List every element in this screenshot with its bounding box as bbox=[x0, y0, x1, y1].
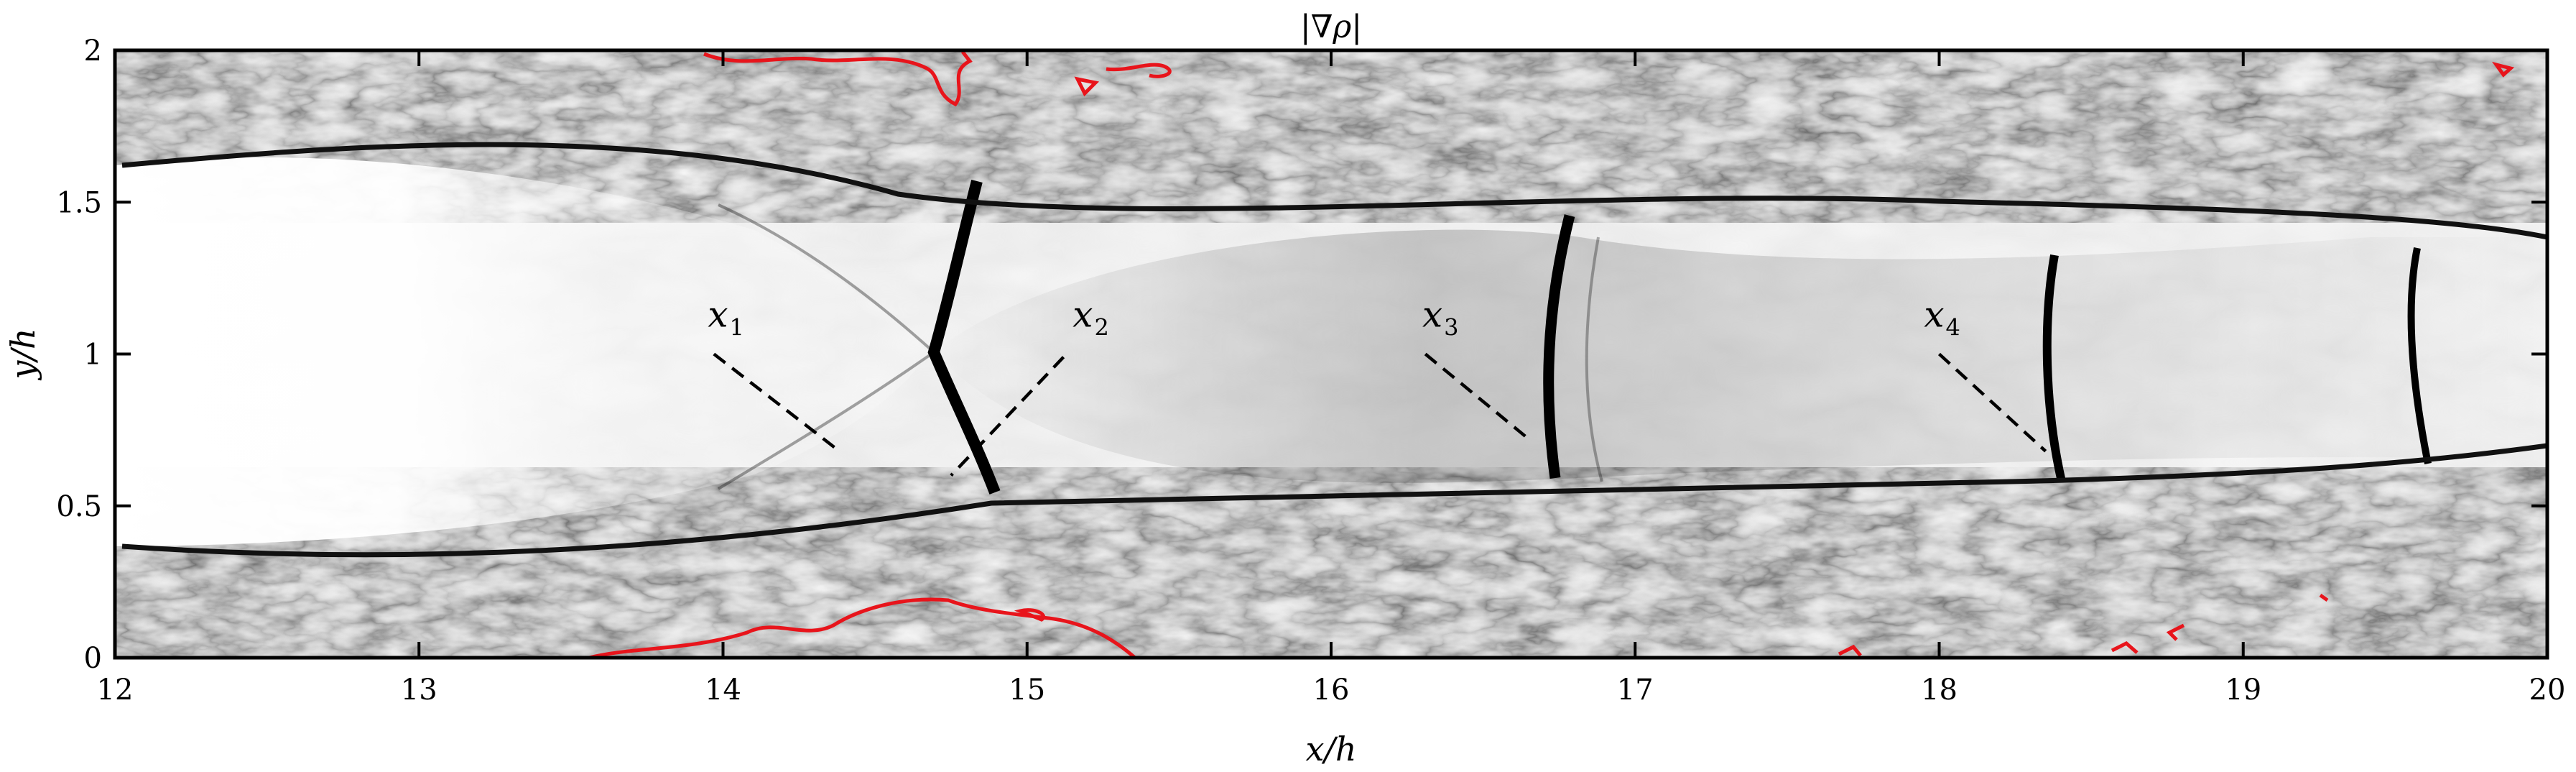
annotations: x1 x2 x3 x4 bbox=[708, 293, 2047, 477]
annotation-label-4: x4 bbox=[1924, 293, 1960, 341]
y-tick-label: 0 bbox=[84, 642, 102, 675]
x-axis: 12 13 14 15 16 17 18 19 20 bbox=[97, 50, 2566, 707]
x-tick-label: 13 bbox=[401, 674, 437, 707]
chart-title: |∇ρ| bbox=[1300, 9, 1362, 45]
y-tick-label: 0.5 bbox=[56, 490, 102, 523]
annotation-line-1 bbox=[713, 352, 837, 450]
x-tick-label: 20 bbox=[2529, 674, 2566, 707]
y-tick-label: 2 bbox=[84, 35, 102, 68]
annotation-label-3: x3 bbox=[1422, 293, 1459, 341]
jet-boundaries bbox=[121, 142, 2547, 558]
annotation-label-2: x2 bbox=[1072, 293, 1109, 341]
x-tick-label: 12 bbox=[97, 674, 134, 707]
red-contours bbox=[588, 50, 2515, 658]
x-tick-label: 17 bbox=[1617, 674, 1654, 707]
y-tick-label: 1.5 bbox=[56, 186, 102, 219]
x-tick-label: 18 bbox=[1921, 674, 1958, 707]
y-axis-label: y/h bbox=[4, 328, 42, 380]
x-tick-label: 15 bbox=[1009, 674, 1045, 707]
annotation-line-2 bbox=[950, 356, 1065, 477]
y-tick-label: 1 bbox=[84, 339, 102, 372]
x-tick-label: 19 bbox=[2225, 674, 2261, 707]
x-tick-label: 14 bbox=[705, 674, 741, 707]
annotation-label-1: x1 bbox=[708, 293, 744, 341]
annotation-line-4 bbox=[1937, 352, 2047, 453]
x-axis-label: x/h bbox=[1305, 730, 1356, 768]
plot-area bbox=[115, 50, 2547, 658]
x-tick-label: 16 bbox=[1313, 674, 1350, 707]
potential-core bbox=[115, 157, 927, 546]
y-axis: 0 0.5 1 1.5 2 bbox=[56, 35, 2547, 675]
expansion-region bbox=[934, 229, 2547, 483]
